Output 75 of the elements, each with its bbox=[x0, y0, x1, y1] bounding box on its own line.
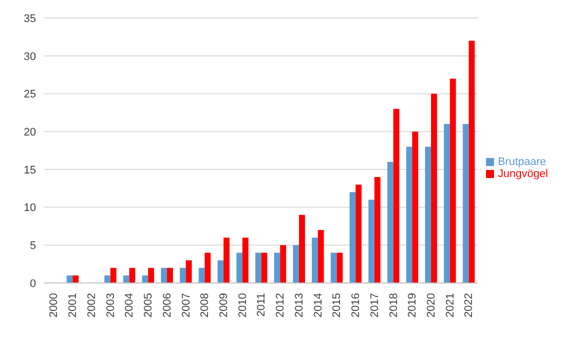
bar bbox=[374, 177, 380, 283]
y-tick-label: 30 bbox=[24, 50, 36, 63]
bar bbox=[255, 252, 262, 283]
x-tick-label: 2017 bbox=[368, 293, 381, 318]
x-tick-label: 2002 bbox=[86, 293, 98, 318]
x-tick-label: 2007 bbox=[180, 293, 192, 318]
bar bbox=[110, 268, 116, 283]
bar bbox=[123, 275, 130, 283]
y-tick-label: 5 bbox=[30, 240, 36, 252]
x-tick-label: 2015 bbox=[331, 293, 344, 318]
y-tick-label: 20 bbox=[24, 126, 36, 138]
x-tick-label: 2016 bbox=[350, 293, 362, 318]
bar bbox=[450, 78, 456, 283]
x-tick-label: 2014 bbox=[312, 293, 324, 318]
bar bbox=[425, 146, 432, 283]
bar bbox=[292, 245, 299, 283]
bar bbox=[280, 245, 286, 283]
x-tick-label: 2005 bbox=[142, 293, 155, 318]
bar bbox=[274, 252, 280, 283]
bar bbox=[336, 252, 343, 283]
bar bbox=[387, 162, 394, 283]
x-tick-label: 2010 bbox=[236, 293, 249, 318]
bar bbox=[350, 192, 356, 283]
bar bbox=[129, 268, 136, 283]
bar bbox=[406, 146, 412, 283]
legend-label: Brutpaare bbox=[498, 156, 546, 168]
bar bbox=[236, 252, 242, 283]
y-tick-label: 35 bbox=[24, 12, 36, 25]
bar bbox=[312, 238, 318, 283]
bar bbox=[261, 252, 268, 283]
bar bbox=[104, 275, 110, 283]
bar bbox=[204, 252, 211, 283]
bar bbox=[468, 40, 475, 283]
bar bbox=[160, 268, 167, 283]
bar bbox=[142, 275, 148, 283]
x-tick-label: 2021 bbox=[444, 293, 456, 318]
bar bbox=[242, 238, 248, 283]
bar bbox=[444, 124, 450, 283]
y-tick-label: 25 bbox=[24, 88, 36, 101]
x-tick-label: 2018 bbox=[388, 293, 400, 318]
bar bbox=[224, 238, 230, 283]
bar bbox=[66, 275, 73, 283]
bar bbox=[431, 94, 438, 283]
x-tick-label: 2013 bbox=[293, 293, 306, 318]
bar bbox=[356, 184, 362, 283]
y-tick-label: 0 bbox=[30, 278, 36, 290]
bar bbox=[180, 268, 186, 283]
x-tick-label: 2006 bbox=[161, 293, 174, 318]
bar bbox=[166, 268, 173, 283]
legend-label: Jungvögel bbox=[498, 168, 548, 180]
x-tick-label: 2000 bbox=[48, 293, 60, 318]
x-tick-label: 2019 bbox=[406, 293, 419, 318]
bar bbox=[72, 275, 79, 283]
bar bbox=[186, 260, 192, 283]
x-tick-label: 2022 bbox=[463, 293, 476, 318]
bar bbox=[298, 214, 305, 283]
x-tick-label: 2012 bbox=[274, 293, 287, 318]
bar bbox=[198, 268, 205, 283]
x-tick-label: 2004 bbox=[124, 293, 136, 318]
x-tick-label: 2003 bbox=[104, 293, 117, 318]
bar bbox=[218, 260, 224, 283]
bar bbox=[412, 132, 418, 283]
bar bbox=[330, 252, 337, 283]
bar bbox=[368, 200, 374, 283]
bar bbox=[462, 124, 469, 283]
bar bbox=[318, 230, 324, 283]
bar bbox=[148, 268, 154, 283]
x-tick-label: 2009 bbox=[218, 293, 230, 318]
x-tick-label: 2011 bbox=[256, 293, 268, 317]
y-tick-label: 15 bbox=[24, 164, 36, 176]
x-tick-label: 2008 bbox=[199, 293, 212, 318]
x-tick-label: 2020 bbox=[425, 293, 438, 318]
y-tick-label: 10 bbox=[24, 202, 36, 214]
x-tick-label: 2001 bbox=[67, 293, 80, 318]
bar bbox=[393, 108, 400, 283]
